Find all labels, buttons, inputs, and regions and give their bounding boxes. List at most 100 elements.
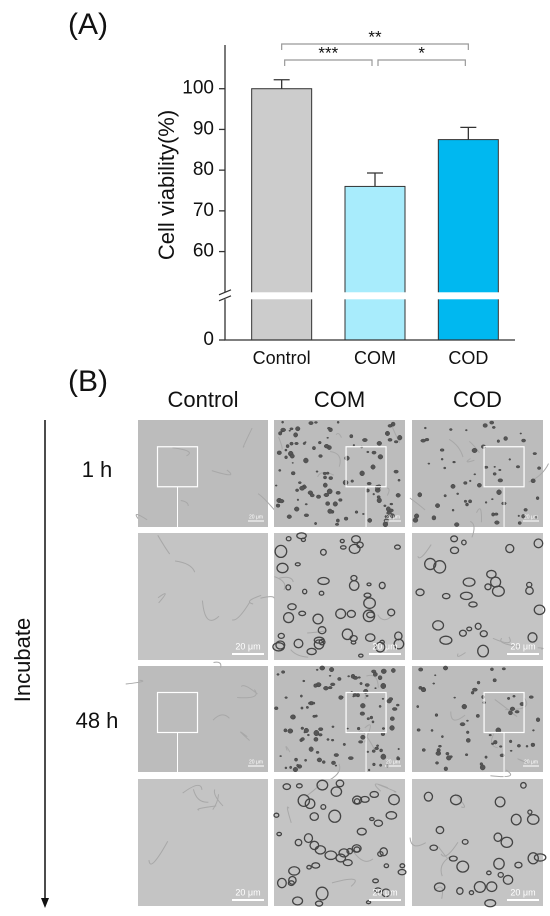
y-tick-label: 60	[193, 241, 214, 262]
crystal	[471, 448, 478, 453]
crystal	[379, 748, 383, 753]
crystal	[288, 866, 301, 876]
crystal	[300, 737, 305, 741]
crystal	[474, 622, 482, 630]
crystal	[389, 716, 395, 721]
cell-outline	[212, 794, 220, 810]
crystal	[393, 544, 401, 550]
crystal	[497, 478, 503, 483]
cell-outline	[353, 851, 374, 862]
crystal	[443, 766, 448, 771]
crystal	[397, 868, 407, 876]
crystal	[435, 761, 439, 765]
crystal	[532, 729, 535, 732]
crystal	[461, 704, 467, 710]
crystal	[351, 795, 363, 805]
crystal	[381, 697, 385, 700]
crystal	[300, 726, 304, 730]
crystal	[421, 688, 427, 692]
crystal	[309, 840, 320, 851]
crystal	[335, 779, 345, 788]
crystal	[318, 638, 326, 646]
cell-outline	[434, 886, 444, 899]
crystal	[493, 857, 505, 870]
crystal	[371, 720, 375, 724]
crystal	[383, 504, 387, 507]
crystal	[532, 452, 537, 455]
crystal	[477, 644, 490, 658]
crystal	[276, 877, 287, 889]
scale-bar-label: 20 μm	[386, 759, 400, 765]
crystal	[509, 749, 513, 752]
crystal	[432, 620, 445, 631]
crystal	[456, 492, 460, 495]
crystal	[505, 543, 515, 554]
bar	[251, 88, 313, 341]
cell-outline	[212, 714, 230, 721]
crystal	[381, 727, 386, 730]
crystal	[514, 710, 520, 714]
crystal	[314, 521, 317, 526]
crystal	[453, 696, 456, 699]
micrograph-background	[138, 420, 268, 527]
crystal	[294, 757, 298, 762]
crystal	[499, 753, 505, 758]
cell-outline	[305, 784, 321, 797]
crystal	[317, 626, 327, 635]
crystal	[323, 492, 330, 498]
crystal	[397, 747, 400, 751]
cell-outline	[500, 637, 520, 648]
crystal	[423, 791, 434, 802]
crystal	[418, 686, 423, 690]
micrograph-background	[274, 533, 405, 660]
crystal	[338, 695, 344, 700]
crystal	[440, 458, 444, 461]
crystal	[359, 711, 365, 716]
crystal	[374, 887, 382, 894]
cell-outline	[192, 789, 209, 803]
cell-outline	[242, 427, 253, 448]
crystal	[300, 706, 304, 710]
crystal	[387, 424, 393, 428]
crystal	[492, 678, 497, 683]
crystal	[303, 457, 309, 464]
crystal	[288, 429, 291, 432]
crystal	[328, 809, 342, 823]
crystal	[292, 896, 304, 906]
crystal	[300, 694, 303, 698]
crystal	[292, 767, 298, 773]
crystal	[499, 745, 503, 748]
crystal	[352, 675, 358, 680]
crystal	[296, 498, 300, 501]
cell-outline	[201, 600, 220, 621]
crystal	[373, 819, 384, 827]
crystal	[366, 582, 372, 587]
crystal	[309, 812, 320, 822]
crystal	[331, 760, 336, 765]
crystal	[281, 420, 284, 424]
micrograph-background	[138, 779, 268, 906]
crystal	[424, 557, 437, 571]
crystal	[323, 444, 330, 449]
cell-outline	[358, 730, 376, 751]
crystal	[319, 665, 325, 671]
crystal	[308, 701, 311, 705]
crystal	[380, 753, 387, 760]
crystal	[356, 726, 361, 731]
crystal	[275, 484, 278, 487]
crystal	[284, 696, 288, 699]
crystal	[508, 710, 513, 716]
cell-outline	[213, 661, 222, 668]
crystal	[334, 522, 340, 526]
crystal	[304, 798, 316, 810]
crystal	[461, 838, 469, 845]
crystal	[470, 691, 475, 695]
crystal	[295, 488, 299, 492]
crystal	[297, 794, 311, 808]
crystal	[392, 707, 398, 711]
scale-bar-label: 20 μm	[524, 759, 538, 765]
crystal	[308, 421, 314, 425]
cell-outline	[417, 544, 432, 559]
crystal	[376, 497, 382, 504]
cell-outline	[148, 841, 169, 865]
